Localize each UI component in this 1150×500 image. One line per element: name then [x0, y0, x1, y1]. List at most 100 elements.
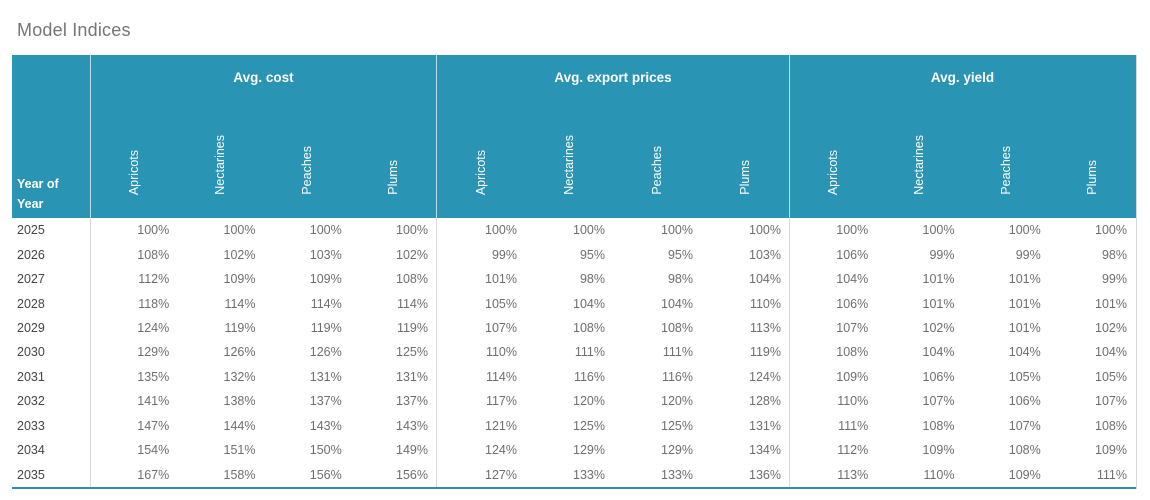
- row-year-label[interactable]: 2031: [12, 364, 91, 390]
- row-year-label[interactable]: 2025: [12, 218, 91, 243]
- value-cell: 100%: [223, 223, 256, 238]
- value-cell: 156%: [396, 467, 428, 482]
- group-cells-avg_cost: 135% 132% 131% 131%: [91, 364, 437, 390]
- group-cells-avg_yield: 112% 109% 108% 109%: [790, 438, 1135, 462]
- row-year-label[interactable]: 2034: [12, 437, 91, 463]
- value-cell: 106%: [836, 296, 869, 311]
- value-cell: 113%: [837, 467, 869, 482]
- page-title: Model Indices: [17, 20, 131, 40]
- column-header[interactable]: Nectarines: [177, 99, 263, 218]
- value-cell: 147%: [137, 418, 170, 433]
- row-year-label[interactable]: 2026: [12, 242, 91, 267]
- column-header[interactable]: Apricots: [437, 99, 525, 218]
- column-header[interactable]: Apricots: [91, 99, 177, 218]
- value-cell: 101%: [485, 272, 517, 287]
- column-header[interactable]: Plums: [701, 99, 789, 218]
- row-year-label[interactable]: 2032: [12, 389, 91, 414]
- column-header-label: Nectarines: [213, 135, 228, 195]
- value-cell: 105%: [1008, 369, 1041, 384]
- group-columns: Apricots Nectarines Peaches Plums: [437, 99, 789, 218]
- value-cell: 143%: [396, 418, 428, 433]
- value-cell: 110%: [923, 467, 955, 482]
- value-cell: 100%: [749, 223, 781, 238]
- value-cell: 107%: [836, 320, 869, 335]
- group-cells-avg_yield: 104% 101% 101% 99%: [790, 267, 1135, 291]
- value-cell: 137%: [396, 394, 428, 409]
- group-cells-avg_export_prices: 101% 98% 98% 104%: [437, 266, 790, 292]
- row-year-label[interactable]: 2035: [12, 462, 91, 487]
- column-header[interactable]: Nectarines: [525, 99, 613, 218]
- value-cell: 106%: [922, 369, 955, 384]
- group-cells-avg_cost: 118% 114% 114% 114%: [91, 291, 437, 316]
- table-row: 2031 135% 132% 131% 131% 114% 116% 116% 124% 109%…: [12, 364, 1136, 390]
- value-cell: 118%: [138, 296, 170, 311]
- value-cell: 124%: [485, 443, 517, 458]
- value-cell: 110%: [837, 394, 869, 409]
- column-header-label: Apricots: [474, 149, 488, 195]
- value-cell: 99%: [929, 247, 955, 262]
- value-cell: 106%: [836, 247, 869, 262]
- table-header: Year of Year Avg. cost Apricots Nectarines…: [12, 55, 1136, 218]
- value-cell: 100%: [573, 223, 605, 238]
- value-cell: 114%: [485, 369, 517, 384]
- value-cell: 141%: [137, 394, 170, 409]
- column-header-label: Apricots: [826, 149, 841, 195]
- value-cell: 100%: [396, 223, 428, 238]
- value-cell: 134%: [749, 443, 781, 458]
- group-cells-avg_cost: 154% 151% 150% 149%: [91, 437, 437, 463]
- row-year-label[interactable]: 2027: [12, 266, 91, 292]
- row-year-label[interactable]: 2030: [12, 340, 91, 365]
- group-label[interactable]: Avg. yield: [930, 69, 995, 85]
- row-year-label[interactable]: 2029: [12, 315, 91, 341]
- group-label[interactable]: Avg. cost: [233, 69, 294, 85]
- row-header-cell[interactable]: Year of Year: [12, 55, 91, 218]
- value-cell: 154%: [137, 443, 170, 458]
- group-columns: Apricots Nectarines Peaches Plums: [790, 99, 1135, 218]
- column-header-label: Nectarines: [562, 135, 576, 195]
- value-cell: 117%: [485, 394, 517, 409]
- value-cell: 133%: [661, 467, 693, 482]
- value-cell: 100%: [1095, 223, 1127, 238]
- column-header[interactable]: Apricots: [790, 99, 876, 218]
- value-cell: 125%: [573, 418, 605, 433]
- group-label[interactable]: Avg. export prices: [554, 69, 672, 85]
- group-cells-avg_export_prices: 117% 120% 120% 128%: [437, 389, 790, 414]
- value-cell: 121%: [485, 418, 517, 433]
- column-header[interactable]: Nectarines: [876, 99, 962, 218]
- column-header[interactable]: Peaches: [963, 99, 1049, 218]
- value-cell: 108%: [661, 320, 693, 335]
- column-header[interactable]: Plums: [1049, 99, 1135, 218]
- value-cell: 151%: [223, 443, 256, 458]
- group-cells-avg_cost: 129% 126% 126% 125%: [91, 340, 437, 365]
- group-cells-avg_export_prices: 127% 133% 133% 136%: [437, 462, 790, 487]
- value-cell: 107%: [1095, 394, 1127, 409]
- value-cell: 129%: [573, 443, 605, 458]
- row-year-label[interactable]: 2033: [12, 413, 91, 438]
- value-cell: 143%: [309, 418, 342, 433]
- group-cells-avg_yield: 109% 106% 105% 105%: [790, 365, 1135, 389]
- value-cell: 102%: [1095, 320, 1127, 335]
- value-cell: 114%: [224, 296, 256, 311]
- value-cell: 104%: [661, 296, 693, 311]
- value-cell: 100%: [309, 223, 342, 238]
- group-cells-avg_export_prices: 107% 108% 108% 113%: [437, 315, 790, 341]
- value-cell: 110%: [749, 296, 781, 311]
- column-header-label: Apricots: [127, 149, 142, 195]
- value-cell: 107%: [485, 320, 517, 335]
- value-cell: 127%: [485, 467, 517, 482]
- value-cell: 119%: [224, 320, 256, 335]
- value-cell: 95%: [667, 247, 693, 262]
- value-cell: 103%: [749, 247, 781, 262]
- group-cells-avg_export_prices: 100% 100% 100% 100%: [437, 218, 790, 243]
- column-header[interactable]: Peaches: [613, 99, 701, 218]
- column-header-label: Peaches: [650, 146, 664, 195]
- value-cell: 105%: [1095, 369, 1127, 384]
- value-cell: 109%: [922, 443, 955, 458]
- column-header-label: Nectarines: [912, 135, 927, 195]
- value-cell: 135%: [137, 369, 170, 384]
- column-header[interactable]: Peaches: [264, 99, 350, 218]
- row-year-label[interactable]: 2028: [12, 291, 91, 316]
- table-row: 2033 147% 144% 143% 143% 121% 125% 125% 131% 111%…: [12, 413, 1136, 438]
- value-cell: 133%: [573, 467, 605, 482]
- column-header[interactable]: Plums: [350, 99, 436, 218]
